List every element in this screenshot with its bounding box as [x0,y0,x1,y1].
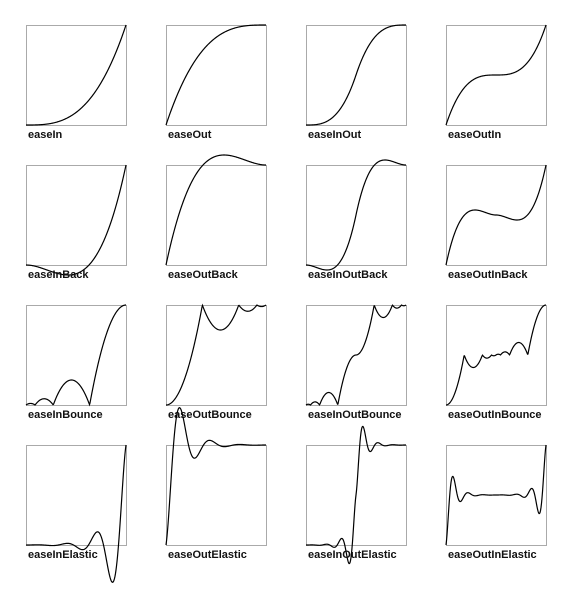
panel-label: easeOutInBack [448,269,528,281]
panel-label: easeOutBounce [168,409,252,421]
panel-label: easeOut [168,129,212,141]
curve-ease-in-out-bounce [305,304,407,406]
plot-frame [26,445,127,546]
curve-ease-out-in-back [445,164,547,266]
curve-ease-in-back [26,164,127,276]
panel-label: easeOutIn [448,129,501,141]
panel-label: easeOutBack [168,269,239,281]
curve-ease-in-out-elastic [305,425,407,565]
panel-ease-in-out-bounce: easeInOutBounce [305,304,407,421]
curve-ease-in [26,24,127,126]
panel-label: easeIn [28,129,63,141]
panel-ease-out: easeOut [165,24,267,141]
panel-ease-in-out-back: easeInOutBack [305,159,407,281]
panel-label: easeInBounce [28,409,103,421]
plot-frame [446,25,547,126]
panel-ease-out-in-back: easeOutInBack [445,164,547,281]
panel-ease-out-back: easeOutBack [165,154,267,281]
curve-ease-out-bounce [165,303,267,406]
panel-ease-out-bounce: easeOutBounce [165,303,267,421]
panel-label: easeOutInElastic [448,549,537,561]
panel-label: easeInOutBack [308,269,388,281]
panel-label: easeInElastic [28,549,98,561]
curve-ease-out [165,24,266,126]
curve-ease-out-in-elastic [445,444,547,546]
panel-label: easeInOutElastic [308,549,397,561]
plot-frame [166,25,267,126]
curve-ease-out-elastic [165,407,267,546]
plot-frame [26,305,127,406]
curve-ease-in-out [306,24,406,126]
plot-frame [166,305,267,406]
curve-ease-out-back [165,154,266,266]
plot-frame [446,305,547,406]
plot-frame [306,165,407,266]
plot-frame [446,445,547,546]
plot-frame [306,445,407,546]
panel-ease-in-elastic: easeInElastic [25,444,127,583]
plot-frame [166,445,267,546]
curve-ease-in-elastic [25,444,127,583]
panel-ease-in-out: easeInOut [306,24,407,141]
curve-ease-in-bounce [25,304,127,407]
panel-ease-in-out-elastic: easeInOutElastic [305,425,407,565]
panel-label: easeInBack [28,269,89,281]
panel-ease-out-in: easeOutIn [445,24,547,141]
panel-label: easeOutElastic [168,549,247,561]
panel-ease-in: easeIn [26,24,127,141]
panel-ease-out-elastic: easeOutElastic [165,407,267,561]
panel-label: easeInOutBounce [308,409,402,421]
plot-frame [166,165,267,266]
plot-frame [26,165,127,266]
plot-frame [26,25,127,126]
curve-ease-in-out-back [305,159,407,271]
plot-frame [446,165,547,266]
plot-frame [306,25,407,126]
curve-ease-out-in-bounce [445,304,547,406]
panel-label: easeInOut [308,129,362,141]
panel-ease-out-in-bounce: easeOutInBounce [445,304,547,421]
panel-label: easeOutInBounce [448,409,542,421]
panel-ease-in-back: easeInBack [26,164,127,281]
plot-frame [306,305,407,406]
panel-ease-in-bounce: easeInBounce [25,304,127,421]
panel-ease-out-in-elastic: easeOutInElastic [445,444,547,561]
curve-ease-out-in [445,24,547,126]
